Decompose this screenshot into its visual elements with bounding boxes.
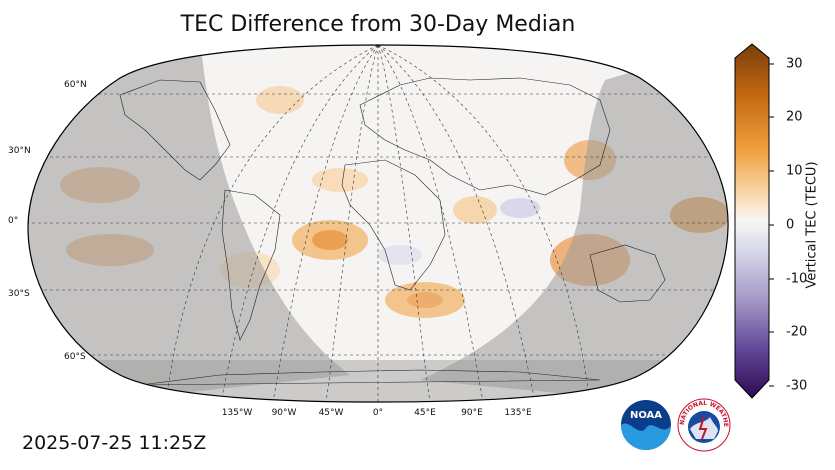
timestamp: 2025-07-25 11:25Z [22,432,207,454]
noaa-logo-text: NOAA [630,410,662,421]
lat-label-60s: 60°S [64,352,86,362]
antarctica-outline [139,369,601,386]
tec-positive-region [256,86,304,114]
colorbar-tick-30: 30 [786,56,803,72]
colorbar-label: Vertical TEC (TECU) [804,161,820,289]
tec-negative-region [500,198,540,218]
lat-label-30n: 30°N [8,146,31,156]
tec-negative-region [378,245,422,265]
lon-label-90w: 90°W [271,408,297,418]
north-america-outline [119,79,231,181]
tec-positive-core [407,292,443,308]
colorbar-tick-minus30: -30 [786,378,808,394]
colorbar-tick-10: 10 [786,163,803,179]
lon-label-135w: 135°W [221,408,253,418]
chart-title: TEC Difference from 30-Day Median [180,12,576,37]
night-shade-west [28,45,350,402]
lon-label-90e: 90°E [461,408,483,418]
nws-logo: NATIONAL WEATHER SERVICE [676,397,731,452]
colorbar [734,43,774,399]
colorbar-ticks [769,63,774,387]
lon-label-45w: 45°W [318,408,344,418]
lon-label-0: 0° [372,408,384,418]
lat-label-30s: 30°S [8,289,30,299]
colorbar-tick-minus10: -10 [786,271,808,287]
tec-positive-core [312,230,348,250]
lon-label-45e: 45°E [414,408,436,418]
south-america-outline [221,189,281,341]
lat-label-60n: 60°N [64,80,87,90]
lat-label-0: 0° [8,216,19,226]
noaa-logo: NOAA [621,400,671,450]
tec-positive-region [453,196,497,224]
colorbar-scale [734,43,770,399]
tec-positive-region [312,168,368,192]
eurasia-outline [359,77,611,196]
colorbar-tick-20: 20 [786,109,803,125]
night-shade-east [420,45,729,402]
graticule [28,45,729,402]
globe-border [27,44,729,403]
lon-label-135e: 135°E [504,408,532,418]
colorbar-tick-minus20: -20 [786,324,808,340]
colorbar-tick-0: 0 [786,217,795,233]
